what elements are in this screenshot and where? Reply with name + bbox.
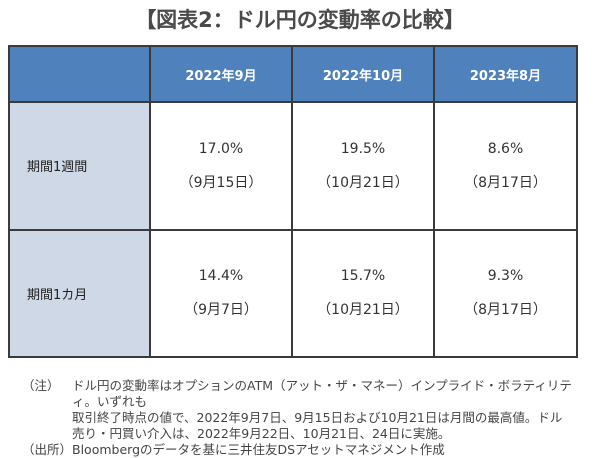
source-row: （出所） Bloombergのデータを基に三井住友DSアセットマネジメント作成 (22, 442, 592, 458)
header-cell-2023-08: 2023年8月 (433, 45, 578, 103)
cell-value: 14.4% (198, 268, 244, 285)
table-row: 期間1週間 17.0% （9月15日） 19.5% （10月21日） 8.6% … (8, 101, 578, 231)
row-label: 期間1カ月 (8, 228, 151, 358)
note-row: （注） ドル円の変動率はオプションのATM（アット・ザ・マネー）インプライド・ボ… (22, 378, 592, 442)
header-cell-2022-10: 2022年10月 (291, 45, 435, 103)
note-line: ドル円の変動率はオプションのATM（アット・ザ・マネー）インプライド・ボラティリ… (72, 378, 572, 409)
note-text: ドル円の変動率はオプションのATM（アット・ザ・マネー）インプライド・ボラティリ… (72, 378, 592, 442)
row-label: 期間1週間 (8, 101, 151, 231)
table-cell: 14.4% （9月7日） (149, 228, 293, 358)
table-cell: 9.3% （8月17日） (433, 228, 578, 358)
cell-date: （9月15日） (179, 174, 263, 191)
header-cell-empty (8, 45, 151, 103)
comparison-table: 2022年9月 2022年10月 2023年8月 期間1週間 17.0% （9月… (8, 45, 578, 358)
cell-date: （10月21日） (317, 174, 409, 191)
table-row: 期間1カ月 14.4% （9月7日） 15.7% （10月21日） 9.3% （… (8, 228, 578, 358)
notes-section: （注） ドル円の変動率はオプションのATM（アット・ザ・マネー）インプライド・ボ… (22, 378, 592, 458)
cell-date: （10月21日） (317, 302, 409, 319)
table-cell: 19.5% （10月21日） (291, 101, 435, 231)
source-label: （出所） (22, 442, 73, 457)
cell-value: 15.7% (340, 268, 386, 285)
table-header-row: 2022年9月 2022年10月 2023年8月 (8, 45, 578, 103)
table-cell: 17.0% （9月15日） (149, 101, 293, 231)
note-line: 取引終了時点の値で、2022年9月7日、9月15日および10月21日は月間の最高… (72, 410, 563, 425)
source-text: Bloombergのデータを基に三井住友DSアセットマネジメント作成 (72, 442, 445, 457)
cell-date: （8月17日） (464, 302, 547, 319)
cell-value: 17.0% (198, 140, 244, 157)
header-cell-2022-09: 2022年9月 (149, 45, 293, 103)
note-line: 売り・円買い介入は、2022年9月22日、10月21日、24日に実施。 (72, 426, 451, 441)
table-cell: 15.7% （10月21日） (291, 228, 435, 358)
cell-date: （8月17日） (464, 174, 547, 191)
cell-value: 8.6% (487, 140, 524, 157)
cell-date: （9月7日） (184, 302, 258, 319)
note-label: （注） (22, 378, 60, 393)
table-cell: 8.6% （8月17日） (433, 101, 578, 231)
cell-value: 19.5% (340, 140, 386, 157)
cell-value: 9.3% (487, 268, 524, 285)
figure-title: 【図表2：ドル円の変動率の比較】 (135, 8, 465, 32)
